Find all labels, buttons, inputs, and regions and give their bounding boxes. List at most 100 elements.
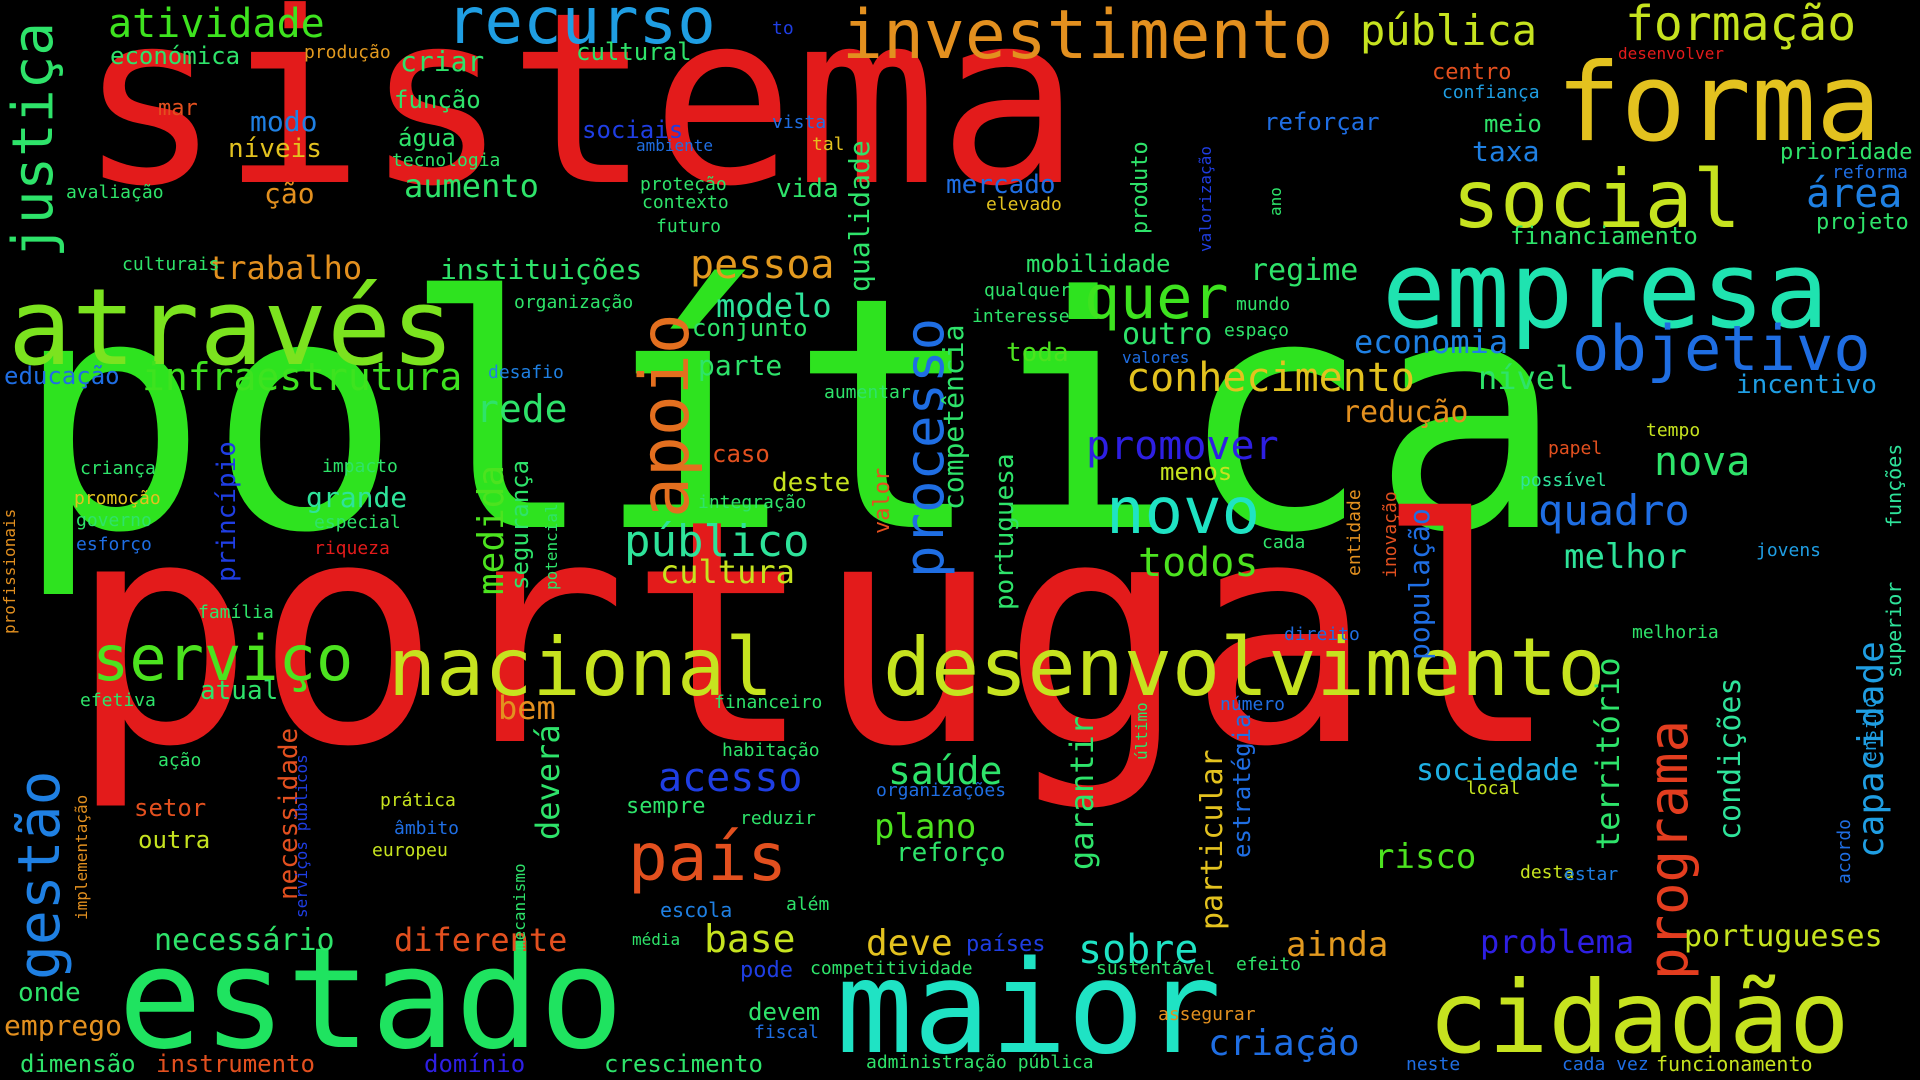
word: mundo — [1236, 294, 1291, 315]
word: acesso — [658, 755, 803, 801]
word: cada vez — [1562, 1054, 1649, 1075]
word: estar — [1564, 864, 1619, 885]
word: todos — [1138, 540, 1259, 586]
word: riqueza — [314, 538, 390, 559]
word: futuro — [656, 216, 722, 237]
word: integração — [698, 492, 807, 513]
word: particular — [1195, 749, 1230, 930]
word: local — [1466, 778, 1521, 799]
word: objetivo — [1572, 312, 1871, 385]
word: países — [966, 932, 1046, 957]
word: outra — [138, 826, 211, 854]
word: criança — [80, 458, 156, 479]
word: modelo — [716, 287, 832, 325]
word: confiança — [1442, 82, 1540, 103]
word: produto — [1128, 141, 1153, 234]
word: portuguesa — [990, 453, 1020, 610]
word: conhecimento — [1126, 355, 1415, 401]
word: diferente — [394, 921, 568, 959]
word: habitação — [722, 740, 820, 761]
word: saúde — [888, 749, 1003, 793]
word: social — [1452, 153, 1741, 246]
word: instrumento — [156, 1050, 315, 1078]
word: organização — [514, 292, 634, 313]
word: medida — [471, 464, 512, 595]
word: financeiro — [714, 692, 823, 713]
word: área — [1806, 171, 1903, 217]
word: deve — [866, 923, 953, 964]
word: princípio — [212, 441, 242, 582]
word: quadro — [1538, 486, 1690, 535]
word: ensino — [1860, 696, 1881, 762]
word: espaço — [1224, 320, 1290, 341]
word: água — [398, 124, 456, 152]
word: desenvolver — [1618, 44, 1724, 63]
word: especial — [314, 512, 401, 533]
word: média — [632, 930, 681, 949]
word: taxa — [1472, 135, 1540, 168]
word: maior — [836, 934, 1222, 1080]
word: competência — [937, 324, 970, 510]
word: sobre — [1078, 927, 1199, 973]
word: trabalho — [208, 249, 363, 287]
word: menos — [1160, 458, 1233, 486]
word: família — [198, 602, 274, 623]
word: além — [786, 894, 830, 915]
word: âmbito — [394, 818, 460, 839]
word: nacional — [388, 621, 774, 714]
word: política — [14, 228, 1565, 603]
word: nível — [1478, 359, 1575, 397]
word: centro — [1432, 60, 1512, 85]
word: rede — [476, 387, 568, 431]
word: ambiente — [636, 136, 714, 155]
word: função — [394, 86, 481, 114]
word: promoção — [74, 488, 161, 509]
word: serviços públicos — [292, 754, 311, 918]
word: reforço — [896, 838, 1006, 868]
word: necessário — [154, 923, 335, 958]
word: forma — [1556, 41, 1882, 166]
word: plano — [874, 807, 977, 847]
word: portugal — [68, 454, 1562, 815]
word: cidadão — [1428, 959, 1850, 1076]
word: através — [8, 266, 455, 389]
word: condições — [1713, 677, 1748, 840]
word: mecanismo — [510, 863, 529, 950]
word: funções — [1882, 443, 1906, 528]
word: garantir — [1063, 715, 1101, 870]
word: sistema — [78, 0, 1082, 239]
word: público — [624, 516, 810, 567]
word: segurança — [506, 459, 534, 590]
word: número — [1220, 694, 1286, 715]
word: possível — [1520, 470, 1607, 491]
word: domínio — [424, 1050, 526, 1078]
word: atual — [200, 676, 279, 706]
word: onde — [18, 978, 81, 1008]
word: quer — [1084, 263, 1229, 333]
word: economia — [1354, 323, 1509, 361]
word: modo — [250, 105, 318, 138]
word: mar — [158, 96, 198, 121]
word: apoio — [626, 313, 705, 518]
word: reduzir — [740, 808, 816, 829]
word: formação — [1625, 0, 1857, 52]
word: cultural — [576, 38, 692, 66]
word: superior — [1882, 581, 1906, 678]
word: atividade — [108, 1, 325, 47]
word: caso — [712, 440, 770, 468]
word: criação — [1208, 1023, 1360, 1064]
word: prioridade — [1780, 140, 1913, 165]
word: projeto — [1816, 210, 1909, 235]
word: parte — [698, 349, 783, 382]
word: pública — [1360, 6, 1538, 55]
word: desenvolvimento — [883, 621, 1606, 714]
word: europeu — [372, 840, 448, 861]
word: ação — [158, 750, 202, 771]
word: níveis — [228, 134, 322, 164]
word: emprego — [4, 1009, 123, 1042]
word: valor — [870, 467, 895, 534]
word: portugueses — [1684, 919, 1883, 954]
word: competitividade — [810, 958, 973, 979]
word: aumento — [404, 167, 539, 205]
word: desta — [1520, 862, 1575, 883]
